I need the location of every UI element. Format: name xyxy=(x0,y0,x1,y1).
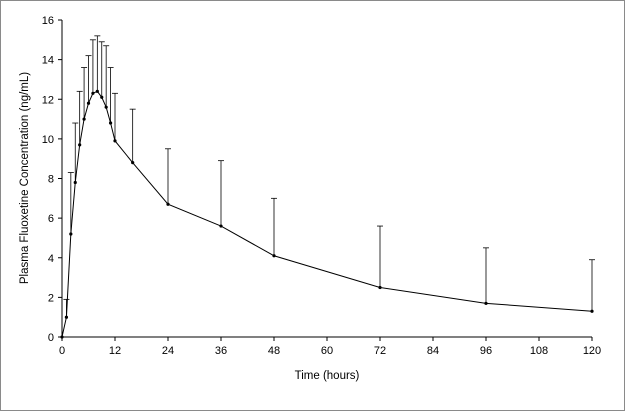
x-tick-label: 48 xyxy=(268,345,280,357)
data-point xyxy=(91,91,95,95)
data-point xyxy=(113,139,117,143)
data-point xyxy=(166,202,170,206)
data-point xyxy=(272,254,276,258)
data-point xyxy=(590,309,594,313)
x-tick-label: 24 xyxy=(162,345,174,357)
data-point xyxy=(378,285,382,290)
data-point xyxy=(104,105,108,109)
y-tick-label: 0 xyxy=(48,332,54,344)
x-tick-label: 60 xyxy=(321,345,333,357)
data-point xyxy=(60,335,64,339)
y-tick-label: 8 xyxy=(48,174,54,186)
x-tick-label: 36 xyxy=(215,345,227,357)
data-point xyxy=(64,315,69,319)
y-tick-label: 10 xyxy=(42,134,54,146)
x-tick-label: 12 xyxy=(109,345,121,357)
data-point xyxy=(69,232,73,236)
y-tick-label: 14 xyxy=(42,55,54,67)
data-point xyxy=(95,89,99,93)
y-tick-label: 2 xyxy=(48,292,54,304)
axis-labels: Time (hours) Plasma Fluoxetine Concentra… xyxy=(19,72,360,382)
y-axis-label: Plasma Fluoxetine Concentration (ng/mL) xyxy=(19,72,31,284)
error-bars xyxy=(63,35,595,318)
y-tick-label: 16 xyxy=(42,15,54,27)
x-tick-label: 84 xyxy=(427,345,439,357)
y-tick-label: 6 xyxy=(48,213,54,225)
data-point xyxy=(86,101,91,105)
data-point xyxy=(82,117,86,121)
x-tick-label: 108 xyxy=(530,345,548,357)
x-tick-label: 120 xyxy=(583,345,601,357)
y-tick-label: 12 xyxy=(42,94,54,106)
series-lines xyxy=(61,90,593,338)
data-point xyxy=(219,224,223,228)
data-point xyxy=(100,95,104,99)
x-tick-label: 0 xyxy=(59,345,65,357)
data-point xyxy=(484,301,488,305)
data-point xyxy=(78,143,82,147)
data-point xyxy=(131,161,135,165)
data-points xyxy=(60,89,594,339)
data-point xyxy=(108,121,113,125)
series-line-0 xyxy=(61,90,593,338)
x-axis-label: Time (hours) xyxy=(295,370,360,382)
x-tick-label: 96 xyxy=(480,345,492,357)
y-tick-label: 4 xyxy=(48,253,54,265)
data-point xyxy=(73,180,77,185)
x-tick-label: 72 xyxy=(374,345,386,357)
